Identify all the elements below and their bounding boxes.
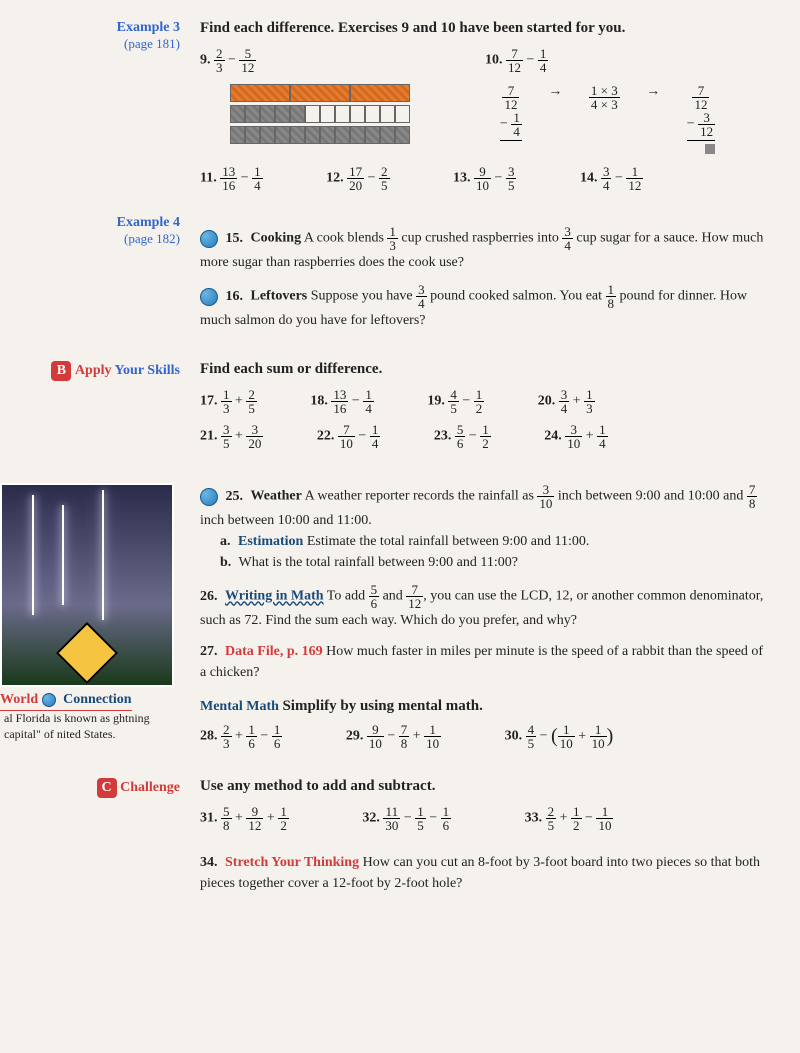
lightning-photo	[0, 483, 174, 687]
problem-26: 26. Writing in Math To add 56 and 712, y…	[200, 583, 770, 631]
problem-18: 18. 1316 − 14	[310, 388, 373, 415]
textbook-page: Example 3 (page 181) Find each differenc…	[0, 0, 800, 924]
world-connection-heading: World Connection	[0, 692, 180, 711]
problem-29: 29. 910 − 78 + 110	[346, 723, 441, 750]
problem-27: 27. Data File, p. 169 How much faster in…	[200, 641, 770, 683]
problem-15: 15. Cooking A cook blends 13 cup crushed…	[200, 225, 770, 273]
road-sign-icon	[56, 622, 118, 684]
problem-12: 12. 1720 − 25	[326, 165, 389, 192]
mental-math-heading: Mental Math	[200, 699, 279, 714]
problem-19: 19. 45 − 12	[427, 388, 484, 415]
globe-icon	[200, 488, 218, 506]
sectionC-instr: Use any method to add and subtract.	[200, 778, 770, 795]
problem-13: 13. 910 − 35	[453, 165, 516, 192]
problem-11: 11. 1316 − 14	[200, 165, 263, 192]
problem-10-work: 712 − 14 → 1 × 34 × 3 → 712 − 312	[485, 84, 770, 157]
globe-icon	[42, 693, 56, 707]
section-c-badge: C	[97, 778, 117, 798]
example4-label: Example 4	[0, 215, 180, 231]
challenge-label: Challenge	[120, 780, 180, 795]
example4-page: (page 182)	[0, 231, 180, 247]
problem-28: 28. 23 + 16 − 16	[200, 723, 282, 750]
problem-30: 30. 45 − 110 + 110	[505, 723, 614, 750]
problem-17: 17. 13 + 25	[200, 388, 257, 415]
problem-14: 14. 34 − 112	[580, 165, 643, 192]
problem-32: 32. 1130 − 15 − 16	[362, 805, 451, 832]
mental-math-instr: Simplify by using mental math.	[282, 698, 482, 714]
problem-34: 34. Stretch Your Thinking How can you cu…	[200, 852, 770, 894]
problem-33: 33. 25 + 12 − 110	[525, 805, 614, 832]
problem-23: 23. 56 − 12	[434, 423, 491, 450]
problem-9: 9. 23 − 512	[200, 47, 256, 74]
problem-16: 16. Leftovers Suppose you have 34 pound …	[200, 283, 770, 331]
problem-20: 20. 34 + 13	[538, 388, 595, 415]
globe-icon	[200, 230, 218, 248]
example3-label: Example 3	[0, 20, 180, 36]
problem-25: 25. Weather A weather reporter records t…	[200, 483, 770, 573]
problem-24: 24. 310 + 14	[544, 423, 607, 450]
section-b-badge: B	[51, 361, 71, 381]
problem-10: 10. 712 − 14	[485, 47, 548, 74]
problem-31: 31. 58 + 912 + 12	[200, 805, 289, 832]
ex3-instruction: Find each difference. Exercises 9 and 10…	[200, 20, 770, 37]
your-skills-label: Your Skills	[115, 363, 181, 378]
globe-icon	[200, 288, 218, 306]
sectionB-instr: Find each sum or difference.	[200, 361, 770, 378]
problem-22: 22. 710 − 14	[317, 423, 380, 450]
sidebar-caption: al Florida is known as ghtning capital" …	[0, 711, 180, 742]
fraction-bar-diagram	[230, 84, 485, 144]
apply-label: Apply	[75, 363, 115, 378]
problem-21: 21. 35 + 320	[200, 423, 263, 450]
example3-page: (page 181)	[0, 36, 180, 52]
